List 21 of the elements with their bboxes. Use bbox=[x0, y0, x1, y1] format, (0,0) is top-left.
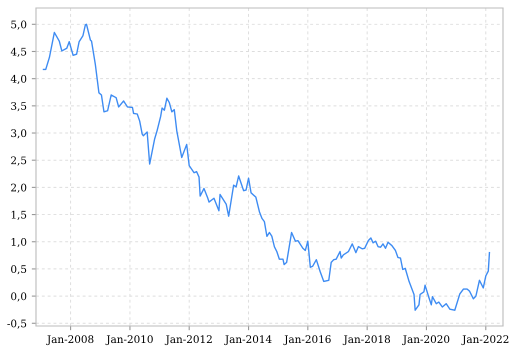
x-tick-label: Jan-2020 bbox=[402, 335, 450, 346]
y-tick-label: -0,5 bbox=[7, 320, 26, 329]
x-tick-label: Jan-2010 bbox=[105, 335, 153, 346]
y-tick-label: 3,5 bbox=[11, 102, 26, 112]
x-tick-label: Jan-2022 bbox=[461, 335, 508, 346]
x-tick-label: Jan-2012 bbox=[164, 335, 212, 346]
x-tick-label: Jan-2016 bbox=[283, 335, 331, 346]
y-tick-label: 0,5 bbox=[11, 265, 26, 274]
x-tick-label: Jan-2014 bbox=[224, 335, 272, 346]
y-tick-label: 2,5 bbox=[11, 156, 26, 166]
x-tick-label: Jan-2008 bbox=[46, 335, 94, 346]
y-tick-label: 4,0 bbox=[10, 74, 26, 84]
y-tick-label: 3,0 bbox=[11, 129, 26, 138]
y-tick-label: 1,5 bbox=[12, 210, 26, 220]
y-tick-label: 4,5 bbox=[10, 48, 26, 57]
y-tick-label: 0,0 bbox=[11, 292, 26, 302]
x-tick-label: Jan-2018 bbox=[342, 335, 390, 346]
y-tick-label: 5,0 bbox=[11, 20, 26, 30]
y-tick-label: 1,0 bbox=[12, 238, 26, 248]
y-tick-label: 2,0 bbox=[11, 184, 26, 193]
line-series bbox=[42, 24, 490, 311]
